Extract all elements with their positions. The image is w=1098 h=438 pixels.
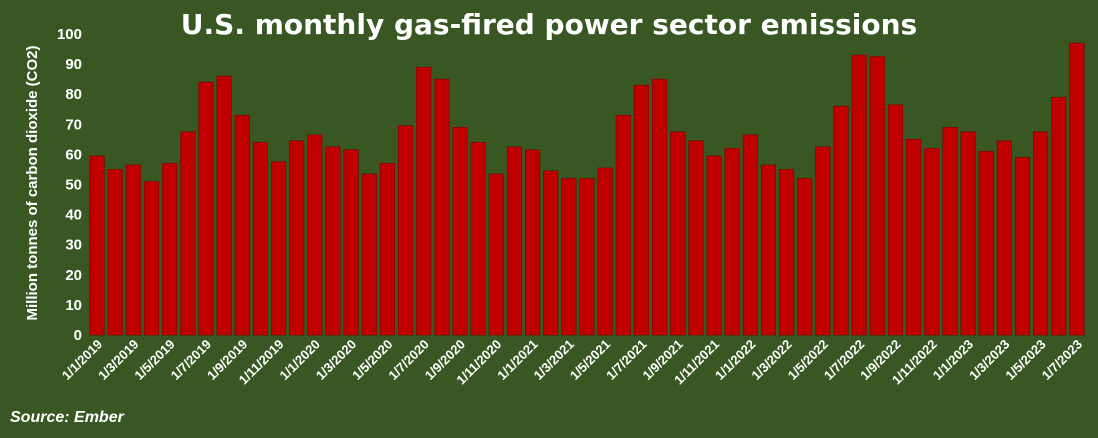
bar — [615, 114, 631, 336]
y-axis-label: Million tonnes of carbon dioxide (CO2) — [24, 45, 41, 320]
bar — [906, 139, 922, 336]
bar — [742, 134, 758, 336]
y-tick-label: 50 — [65, 177, 82, 194]
bar — [942, 127, 958, 336]
y-tick-label: 40 — [65, 207, 82, 224]
bar — [234, 114, 250, 336]
bar — [252, 142, 268, 336]
bar — [416, 66, 432, 336]
bar — [307, 134, 323, 336]
bar — [724, 148, 740, 336]
bar — [270, 161, 287, 336]
bar — [525, 149, 541, 336]
bar — [688, 140, 704, 336]
bar — [869, 56, 885, 336]
bar — [452, 127, 468, 336]
bar — [470, 142, 486, 336]
bar — [815, 146, 831, 336]
bar — [289, 140, 305, 336]
bar — [597, 167, 613, 336]
y-tick-label: 20 — [65, 267, 82, 284]
bar — [561, 178, 577, 336]
bar — [1051, 96, 1067, 336]
bar — [107, 169, 123, 336]
y-tick-label: 10 — [65, 297, 82, 314]
y-tick-label: 100 — [57, 26, 82, 43]
bar — [633, 84, 649, 336]
bar — [996, 140, 1012, 336]
bar — [797, 178, 813, 336]
bar — [1014, 157, 1031, 336]
bar — [125, 164, 141, 336]
bar — [652, 78, 668, 336]
bar — [833, 105, 849, 336]
bar — [216, 75, 232, 336]
bar — [670, 131, 686, 336]
y-axis-ticks: 0 10 20 30 40 50 60 70 80 90 100 — [57, 26, 82, 344]
bar — [325, 146, 341, 336]
bar — [506, 146, 522, 336]
bar — [379, 163, 395, 336]
bar — [779, 169, 795, 336]
y-tick-label: 70 — [65, 116, 82, 133]
bar — [361, 173, 377, 336]
y-tick-label: 60 — [65, 146, 82, 163]
bar — [978, 151, 994, 336]
bar — [198, 81, 214, 336]
bar — [924, 148, 940, 336]
chart-title: U.S. monthly gas-fired power sector emis… — [180, 8, 918, 41]
bars — [89, 42, 1085, 336]
x-axis-ticks: 1/1/20191/3/20191/5/20191/7/20191/9/2019… — [59, 337, 1085, 388]
y-tick-label: 30 — [65, 237, 82, 254]
bar — [1069, 42, 1085, 336]
bar — [162, 163, 178, 336]
bar — [706, 155, 722, 336]
bar — [343, 149, 359, 336]
bar — [579, 178, 595, 336]
y-tick-label: 0 — [74, 327, 82, 344]
source-note: Source: Ember — [10, 409, 124, 426]
bar — [760, 164, 777, 336]
y-tick-label: 80 — [65, 86, 82, 103]
bar — [397, 125, 414, 336]
bar — [543, 170, 559, 336]
bar — [488, 173, 504, 336]
bar — [143, 181, 160, 336]
bar — [851, 54, 867, 336]
bar — [887, 104, 904, 336]
y-tick-label: 90 — [65, 56, 82, 73]
bar — [1033, 131, 1049, 336]
bar — [960, 131, 976, 336]
bar — [89, 155, 105, 336]
x-tick-label: 1/7/2023 — [1039, 337, 1085, 383]
bar — [180, 131, 196, 336]
bar — [434, 78, 450, 336]
